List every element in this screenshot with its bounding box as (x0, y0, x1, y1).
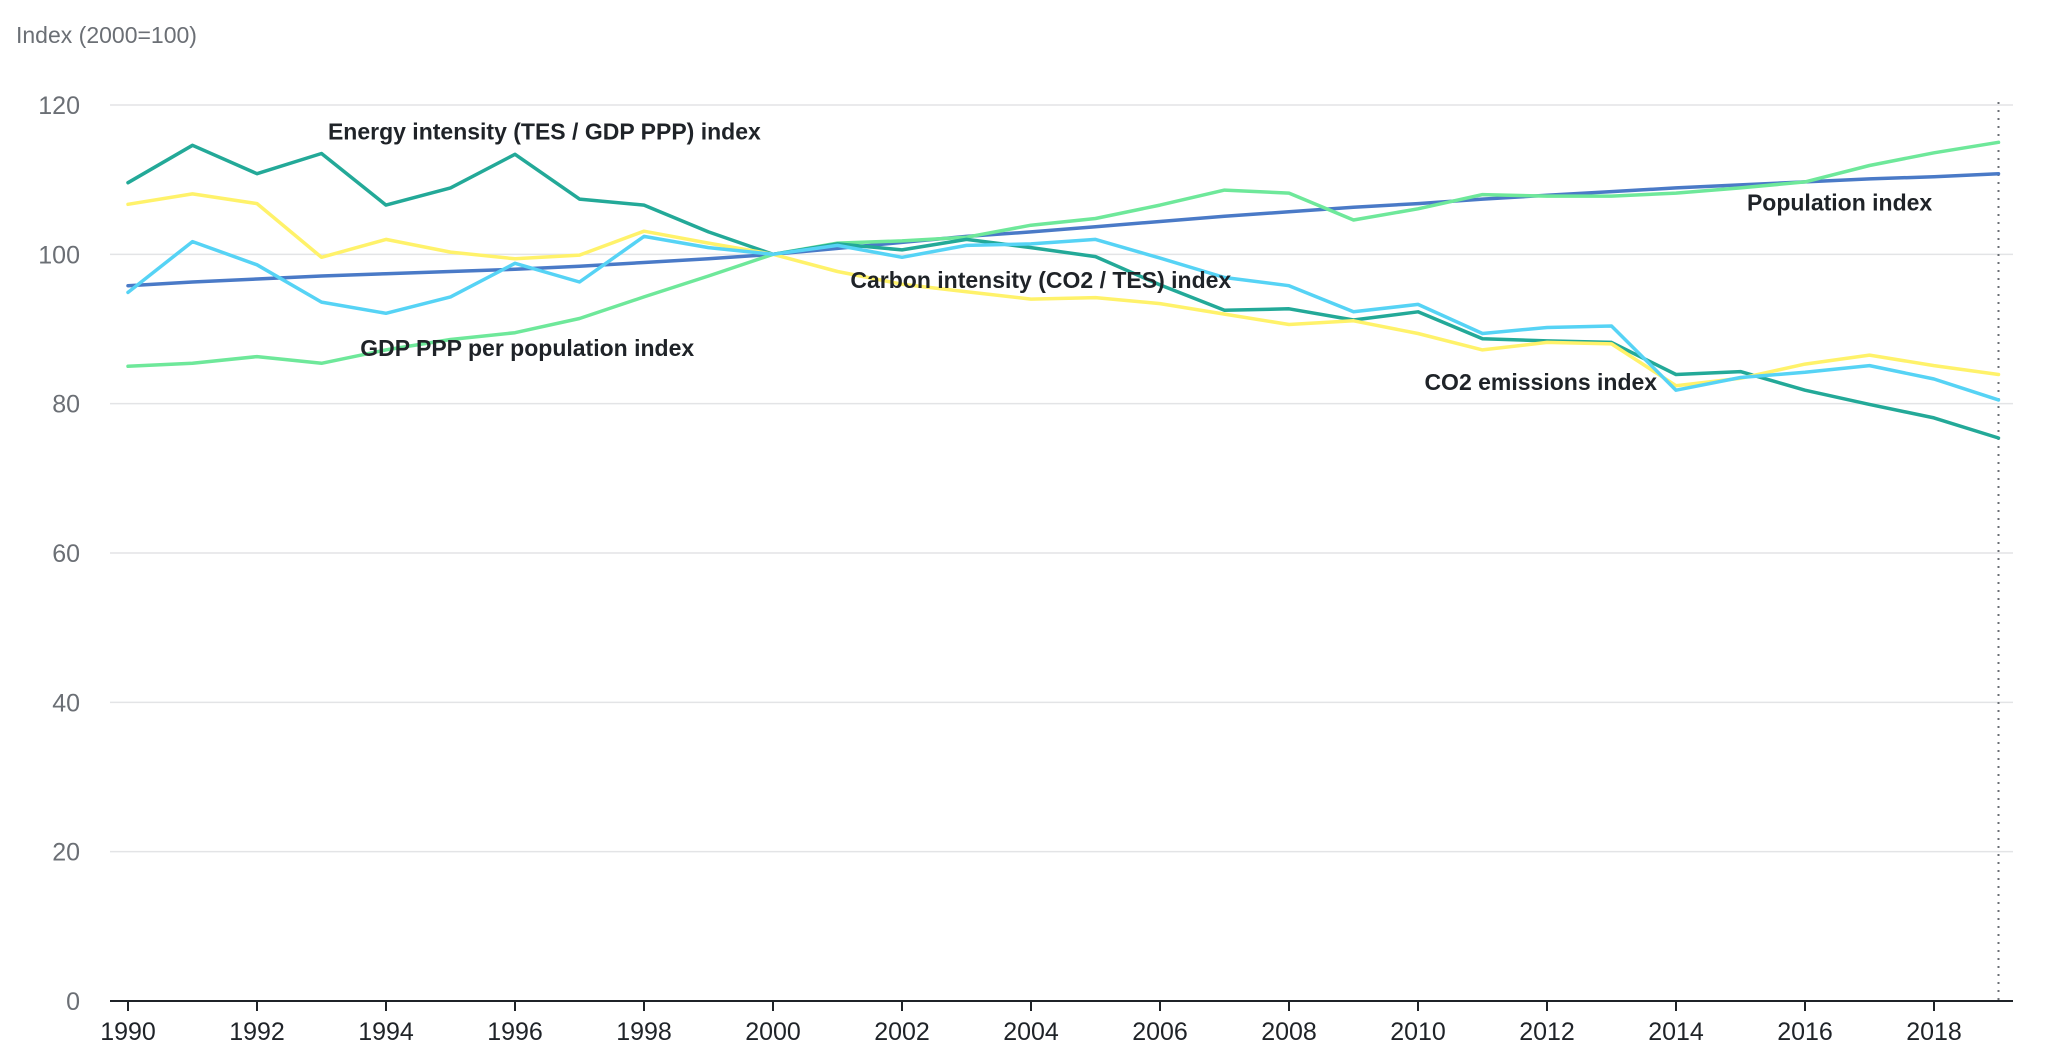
x-tick-label: 2006 (1132, 1018, 1188, 1046)
series-line-gdp-ppp-per-population-index (126, 140, 2001, 369)
x-tick-label: 2018 (1906, 1018, 1962, 1046)
series-line-co2-emissions-index (126, 234, 2001, 402)
y-axis-label: Index (2000=100) (16, 22, 197, 48)
gridlines (110, 104, 2013, 853)
series-lines (126, 140, 2001, 440)
annotation-carbon-intensity-co2-tes-index: Carbon intensity (CO2 / TES) index (850, 267, 1231, 293)
y-tick-labels: 0 20 40 60 80 100 120 (38, 92, 80, 1016)
x-tick-label: 2010 (1390, 1018, 1446, 1046)
x-tick-label: 2016 (1777, 1018, 1833, 1046)
y-tick-label: 60 (52, 540, 80, 568)
x-tick-label: 2000 (745, 1018, 801, 1046)
y-tick-label: 0 (66, 988, 80, 1016)
x-tick-label: 2012 (1519, 1018, 1575, 1046)
x-tick-label: 2004 (1003, 1018, 1059, 1046)
x-tick-label: 1996 (487, 1018, 543, 1046)
x-tick-label: 1992 (229, 1018, 285, 1046)
y-tick-label: 80 (52, 391, 80, 419)
y-tick-label: 100 (38, 241, 80, 269)
x-tick-label: 1990 (100, 1018, 156, 1046)
series-line-energy-intensity-tes-gdp-ppp-index (126, 143, 2001, 440)
y-tick-label: 120 (38, 92, 80, 120)
x-tick-label: 1994 (358, 1018, 414, 1046)
annotation-co2-emissions-index: CO2 emissions index (1424, 369, 1657, 395)
x-axis: 1990 1992 1994 1996 1998 2000 2002 2004 2006 2008… (100, 1000, 2013, 1046)
y-tick-label: 40 (52, 689, 80, 717)
x-tick-label: 2014 (1648, 1018, 1704, 1046)
series-annotations: Energy intensity (TES / GDP PPP) index Po… (328, 118, 1932, 395)
series-line-population-index (126, 171, 2001, 288)
x-tick-label: 2008 (1261, 1018, 1317, 1046)
y-tick-label: 20 (52, 839, 80, 867)
annotation-population-index: Population index (1747, 189, 1932, 215)
x-tick-label: 2002 (874, 1018, 930, 1046)
series-line-carbon-intensity-co2-tes-index (126, 192, 2001, 388)
annotation-gdp-ppp-per-population-index: GDP PPP per population index (360, 335, 694, 361)
annotation-energy-intensity-tes-gdp-ppp-index: Energy intensity (TES / GDP PPP) index (328, 118, 761, 144)
x-tick-label: 1998 (616, 1018, 672, 1046)
